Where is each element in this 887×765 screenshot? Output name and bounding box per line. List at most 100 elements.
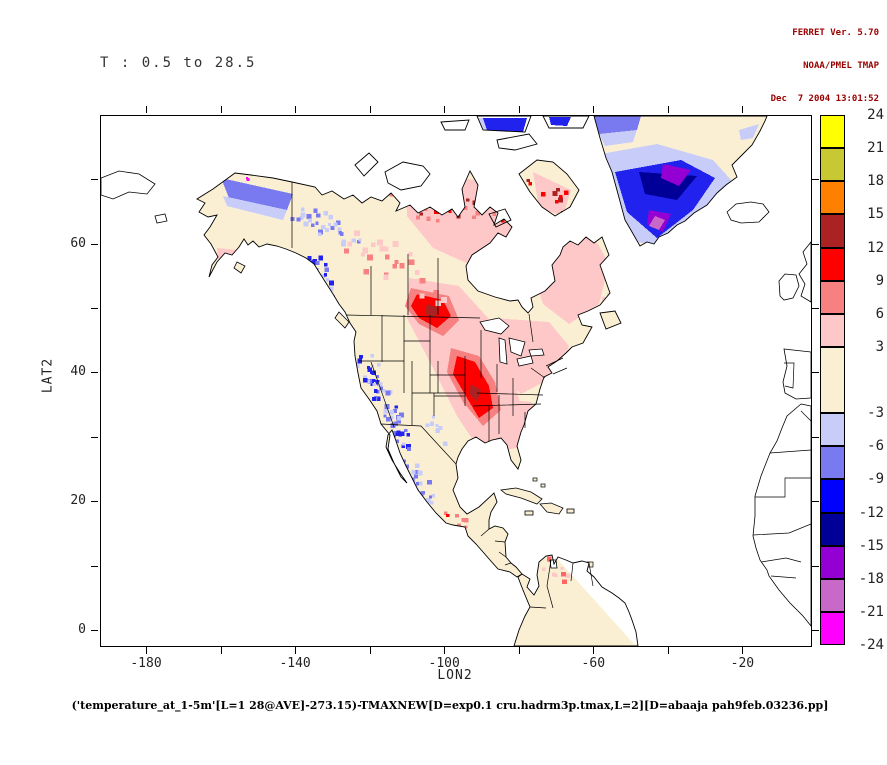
- anomaly-speckle-red-baffin-coast: [554, 199, 559, 204]
- anomaly-speckle-blue-mexico-west: [417, 470, 423, 476]
- anomaly-violet-greenland-1: [661, 164, 691, 186]
- anomaly-speckle-blue-west-us: [393, 421, 398, 427]
- anomaly-speckle-blue-yukon: [310, 223, 315, 228]
- anomaly-speckle-pink-canada-scatter: [383, 274, 389, 280]
- anomaly-speckle-pink-labrador: [597, 281, 604, 287]
- anomaly-speckle-blue-yukon: [313, 208, 318, 213]
- colorbar-tick-label: -6: [867, 438, 884, 455]
- colorbar-tick-label: -12: [858, 504, 884, 521]
- anomaly-speckle-blue-plains-specks: [429, 421, 435, 426]
- bahamas-2: [540, 483, 546, 488]
- anomaly-speckle-red-baffin-coast: [563, 190, 569, 195]
- great-britain: [798, 241, 811, 303]
- anomaly-darkred-plains: [469, 384, 481, 402]
- anomaly-speckle-red-arctic-coast: [519, 215, 523, 219]
- colorbar-band--9--12: [820, 479, 845, 513]
- anomaly-speckle-red-south-mexico: [464, 518, 469, 523]
- anomaly-speckle-blue-west-us: [370, 354, 375, 358]
- anomaly-speckle-blue-west-us: [396, 419, 401, 424]
- anomaly-speckle-blue-yukon: [321, 224, 326, 230]
- colorbar-band-21-18: [820, 148, 845, 182]
- anomaly-speckle-blue-yukon: [296, 217, 301, 222]
- x-tick-mark: [146, 647, 147, 654]
- anomaly-speckle-blue-yukon: [306, 214, 312, 219]
- anomalies-greenland: [594, 116, 759, 246]
- colorbar-tick-label: -18: [858, 570, 884, 587]
- y-tick-mark-right: [812, 630, 819, 631]
- colorbar-band--21--24: [820, 611, 845, 645]
- anomaly-speckle-blue-west-us: [392, 441, 397, 447]
- anomaly-speckle-red-alaska-sw: [227, 267, 232, 272]
- x-tick-mark-top: [742, 106, 744, 113]
- anomaly-speckle-red-venezuela: [542, 567, 546, 571]
- anomaly-speckle-blue-west-us: [372, 382, 376, 387]
- credit-org: NOAA/PMEL TMAP: [803, 61, 879, 71]
- chukotka-russia: [101, 170, 156, 200]
- x-tick-mark: [295, 647, 297, 654]
- anomaly-speckle-pink-canada-scatter: [408, 252, 413, 257]
- colorbar-band-15-12: [820, 214, 845, 248]
- ireland: [778, 273, 800, 301]
- anomaly-speckle-blue-se-alaska: [307, 256, 312, 261]
- y-tick-label: 60: [70, 235, 86, 251]
- anomaly-speckle-pink-canada-scatter: [384, 254, 390, 260]
- anomaly-speckle-blue-mexico-west: [403, 459, 407, 463]
- anomaly-speckle-red-south-mexico: [461, 517, 466, 523]
- borders-west-africa: [752, 410, 811, 579]
- colorbar-band-24-21: [820, 115, 845, 149]
- anomaly-speckle-pink-canada-scatter: [394, 260, 399, 264]
- anomaly-speckle-red-arctic-coast: [428, 192, 432, 196]
- anomaly-speckle-red-arctic-coast: [536, 205, 541, 209]
- anomaly-speckle-blue-west-us: [363, 377, 368, 383]
- bahamas-1: [532, 477, 538, 482]
- lake-superior: [479, 317, 510, 335]
- anomaly-speckle-blue-yukon: [290, 217, 295, 221]
- anomaly-speckle-pink-canada-scatter: [416, 278, 421, 283]
- anomaly-speckle-blue-mexico-west: [413, 474, 418, 479]
- x-tick-mark: [220, 647, 222, 654]
- anomaly-speckle-pink-canada-scatter: [433, 289, 439, 296]
- anomaly-speckle-blue-mexico-west: [427, 510, 431, 514]
- anomaly-speckle-blue-west-us: [395, 439, 400, 444]
- anomaly-speckle-red-venezuela: [561, 572, 566, 577]
- y-tick-mark: [91, 372, 98, 374]
- y-tick-label: 40: [70, 364, 86, 380]
- anomaly-speckle-red-arctic-coast: [407, 200, 412, 205]
- anomaly-speckle-red-arctic-coast: [436, 203, 441, 207]
- anomaly-speckle-blue-west-us: [399, 412, 404, 418]
- anomaly-speckle-blue-yukon: [300, 212, 306, 218]
- anomaly-speckle-blue-west-us: [378, 381, 383, 387]
- anomaly-speckle-pink-canada-scatter: [414, 270, 420, 275]
- anomaly-speckle-blue-se-alaska: [317, 275, 321, 279]
- x-tick-label: -60: [581, 656, 606, 671]
- anomaly-speckle-blue-yukon: [336, 220, 341, 225]
- anomaly-speckle-red-south-mexico: [456, 523, 461, 528]
- anomaly-speckle-red-arctic-coast: [466, 198, 470, 202]
- west-africa: [752, 403, 811, 627]
- anomaly-speckle-red-arctic-coast: [418, 203, 423, 208]
- x-tick-mark: [667, 647, 669, 654]
- anomaly-speckle-pink-canada-scatter: [361, 252, 366, 257]
- anomaly-speckle-blue-west-us: [362, 375, 367, 380]
- anomaly-blue-arctic-top: [483, 118, 527, 132]
- x-tick-label: -100: [428, 656, 460, 671]
- anomaly-speckle-blue-mexico-west: [430, 500, 434, 505]
- anomaly-speckle-blue-west-us: [375, 380, 380, 385]
- colorbar-tick-label: 24: [867, 107, 884, 123]
- anomaly-speckle-pink-canada-scatter: [419, 293, 425, 299]
- anomaly-speckle-blue-mexico-west: [411, 470, 416, 475]
- x-tick-label: -180: [130, 656, 162, 671]
- x-tick-label: -140: [279, 656, 311, 671]
- anomaly-speckle-blue-yukon: [315, 221, 319, 225]
- y-tick-label: 0: [78, 622, 86, 637]
- map-plot-area: [100, 115, 812, 647]
- anomaly-speckle-blue-west-us: [366, 366, 370, 369]
- st-lawrence-island: [154, 213, 168, 224]
- anomaly-speckle-blue-yukon: [357, 239, 361, 244]
- anomaly-speckle-blue-west-us: [390, 423, 396, 428]
- anomaly-speckle-blue-west-us: [376, 396, 381, 401]
- anomaly-speckle-blue-mexico-west: [427, 510, 432, 515]
- map-plot: [101, 116, 811, 646]
- anomaly-orchid-greenland: [649, 216, 665, 230]
- anomaly-blue-arctic-top2: [549, 117, 571, 126]
